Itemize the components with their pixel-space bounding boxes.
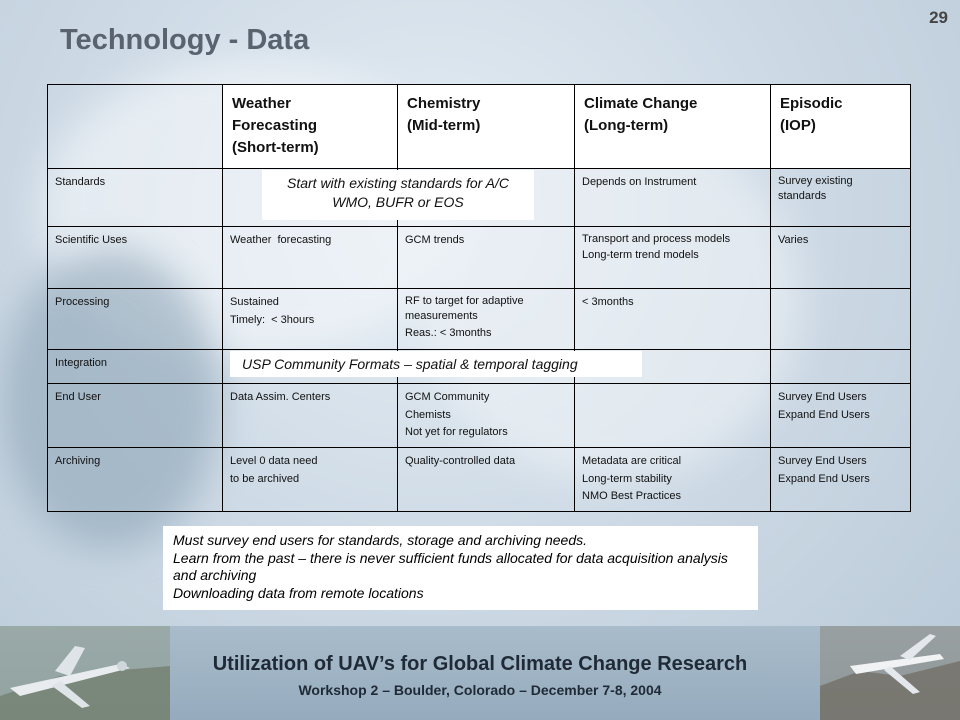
table-cell: Depends on Instrument	[574, 168, 771, 227]
uav-aircraft-left-icon	[0, 626, 170, 720]
table-cell: Quality-controlled data	[397, 447, 575, 512]
table-row: Archiving Level 0 data need to be archive…	[47, 447, 911, 512]
note-line: Downloading data from remote locations	[173, 584, 424, 601]
note-line: Must survey end users for standards, sto…	[173, 532, 587, 548]
column-header: Chemistry (Mid-term)	[397, 84, 575, 169]
row-label: Archiving	[47, 447, 223, 512]
table-cell: Weather forecasting	[222, 226, 398, 289]
table-cell: Varies	[770, 226, 911, 289]
note-line: Learn from the past – there is never suf…	[173, 549, 728, 584]
row-label: Standards	[47, 168, 223, 227]
table-row: End User Data Assim. Centers GCM Communi…	[47, 383, 911, 448]
table-header-row: Weather Forecasting (Short-term) Chemistry…	[47, 84, 911, 169]
table-cell: Survey End Users Expand End Users	[770, 447, 911, 512]
table-cell	[770, 288, 911, 350]
table-cell: Transport and process models Long-term tr…	[574, 226, 771, 289]
table-cell	[770, 349, 911, 384]
footer-subtitle: Workshop 2 – Boulder, Colorado – Decembe…	[298, 682, 662, 698]
row-label: Integration	[47, 349, 223, 384]
uav-aircraft-right-icon	[820, 626, 960, 720]
footer-title: Utilization of UAV’s for Global Climate …	[212, 653, 748, 675]
footer-banner: Utilization of UAV’s for Global Climate …	[0, 626, 960, 720]
corner-cell	[47, 84, 223, 169]
standards-callout: Start with existing standards for A/C WM…	[262, 170, 534, 220]
table-cell: Survey End Users Expand End Users	[770, 383, 911, 448]
row-label: Processing	[47, 288, 223, 350]
table-cell: RF to target for adaptive measurements Re…	[397, 288, 575, 350]
data-table: Weather Forecasting (Short-term) Chemistry…	[47, 84, 911, 512]
table-cell: Data Assim. Centers	[222, 383, 398, 448]
notes-box: Must survey end users for standards, sto…	[163, 526, 758, 610]
table-cell	[574, 383, 771, 448]
table-cell: Level 0 data need to be archived	[222, 447, 398, 512]
table-cell: Sustained Timely: < 3hours	[222, 288, 398, 350]
table-cell: < 3months	[574, 288, 771, 350]
column-header: Episodic (IOP)	[770, 84, 911, 169]
integration-callout: USP Community Formats – spatial & tempor…	[230, 351, 642, 377]
table-cell: Metadata are critical Long-term stability…	[574, 447, 771, 512]
table-row: Processing Sustained Timely: < 3hours RF …	[47, 288, 911, 350]
row-label: End User	[47, 383, 223, 448]
slide-number: 29	[929, 8, 948, 27]
table-cell: GCM trends	[397, 226, 575, 289]
table-cell: GCM Community Chemists Not yet for regulat…	[397, 383, 575, 448]
table-row: Scientific Uses Weather forecasting GCM …	[47, 226, 911, 289]
table-cell: Survey existing standards	[770, 168, 911, 227]
column-header: Climate Change (Long-term)	[574, 84, 771, 169]
column-header: Weather Forecasting (Short-term)	[222, 84, 398, 169]
row-label: Scientific Uses	[47, 226, 223, 289]
slide-title: Technology - Data	[60, 24, 310, 56]
